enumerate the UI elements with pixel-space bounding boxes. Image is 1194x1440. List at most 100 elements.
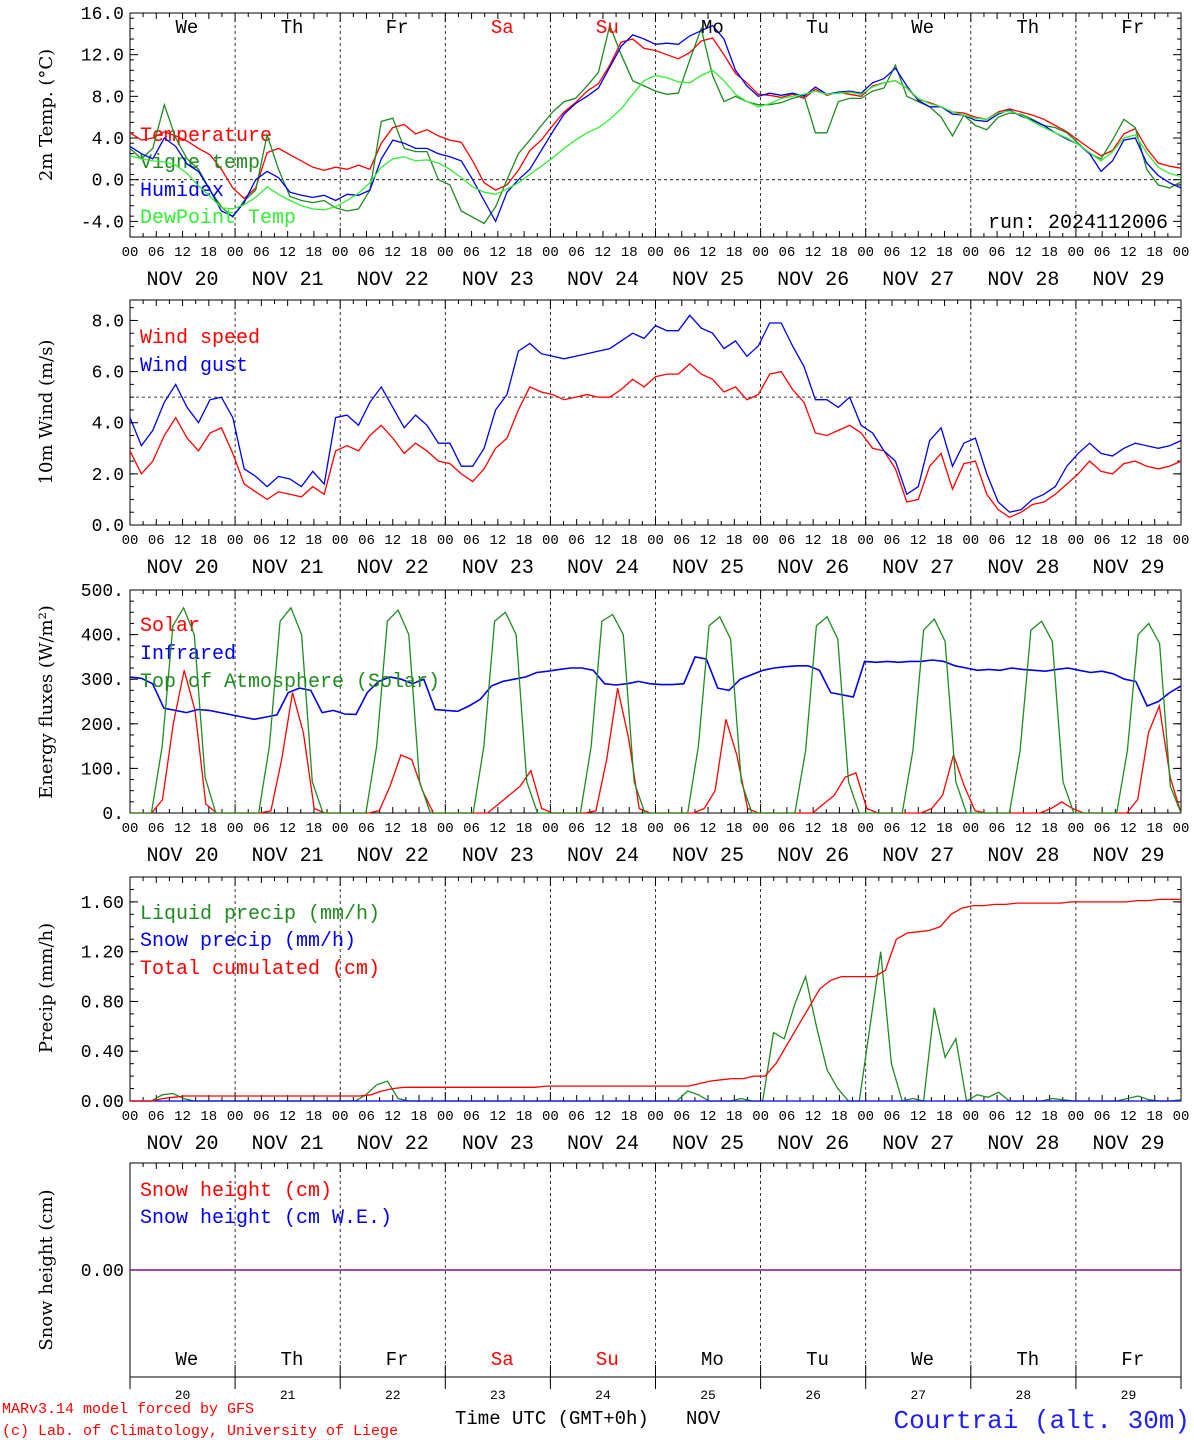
hour-tick-label: 00 bbox=[962, 245, 979, 261]
hour-tick-label: 18 bbox=[1146, 821, 1163, 837]
hour-tick-label: 18 bbox=[726, 245, 743, 261]
hour-tick-label: 00 bbox=[647, 245, 664, 261]
hour-tick-label: 06 bbox=[148, 1109, 165, 1125]
y-tick-label: 0.0 bbox=[92, 517, 124, 537]
y-axis-label: Snow height (cm) bbox=[36, 1189, 57, 1350]
hour-tick-label: 00 bbox=[1173, 821, 1190, 837]
panel-snow: 0.00 Snow height (cm) Snow height (cm) Snow… bbox=[36, 1162, 1182, 1403]
weekday-label: Fr bbox=[386, 1349, 409, 1371]
day-label: NOV 22 bbox=[357, 557, 429, 580]
panel-energy: 500. 400. 300. 200. 100. 0. Energy fluxes (W/m… bbox=[36, 582, 1189, 868]
hour-tick-label: 18 bbox=[831, 245, 848, 261]
day-label: NOV 25 bbox=[672, 269, 744, 292]
legend-entry: Snow height (cm) bbox=[140, 1180, 332, 1203]
day-label: NOV 28 bbox=[987, 557, 1059, 580]
hour-tick-label: 18 bbox=[621, 1109, 638, 1125]
day-number-label: 21 bbox=[280, 1388, 296, 1403]
day-label: NOV 21 bbox=[252, 1133, 324, 1156]
hour-tick-label: 18 bbox=[306, 821, 323, 837]
hour-tick-label: 12 bbox=[489, 1109, 506, 1125]
hour-tick-label: 06 bbox=[1094, 821, 1111, 837]
hour-tick-label: 06 bbox=[568, 1109, 585, 1125]
hour-tick-label: 00 bbox=[647, 821, 664, 837]
hour-tick-label: 00 bbox=[437, 533, 454, 549]
station-label: Courtrai (alt. 30m) bbox=[894, 1406, 1190, 1436]
weekday-label: Mo bbox=[701, 17, 724, 39]
hour-tick-label: 06 bbox=[463, 533, 480, 549]
legend-entry: Wind speed bbox=[140, 327, 260, 350]
hour-tick-label: 06 bbox=[463, 1109, 480, 1125]
legend-entry: DewPoint Temp bbox=[140, 207, 296, 230]
hour-tick-label: 06 bbox=[253, 533, 270, 549]
day-label: NOV 26 bbox=[777, 269, 849, 292]
hour-tick-label: 06 bbox=[148, 821, 165, 837]
hour-tick-label: 18 bbox=[1146, 1109, 1163, 1125]
hour-tick-label: 00 bbox=[122, 1109, 139, 1125]
hour-tick-label: 18 bbox=[726, 821, 743, 837]
hour-tick-label: 18 bbox=[831, 533, 848, 549]
hour-tick-label: 12 bbox=[384, 821, 401, 837]
y-tick-label: 0.00 bbox=[81, 1093, 124, 1113]
weekday-label: Sa bbox=[491, 1349, 514, 1371]
day-label: NOV 29 bbox=[1092, 557, 1164, 580]
hour-tick-label: 06 bbox=[148, 533, 165, 549]
hour-tick-label: 18 bbox=[411, 245, 428, 261]
day-label: NOV 27 bbox=[882, 269, 954, 292]
panel-precip: 1.60 1.20 0.80 0.40 0.00 Precip (mm/h) Liquid … bbox=[36, 876, 1190, 1156]
hour-tick-label: 06 bbox=[778, 821, 795, 837]
y-tick-label: 8.0 bbox=[92, 312, 124, 332]
hour-tick-label: 06 bbox=[358, 245, 375, 261]
y-tick-label: 0. bbox=[102, 805, 124, 825]
hour-tick-label: 00 bbox=[1173, 1109, 1190, 1125]
y-axis-label: 10m Wind (m/s) bbox=[36, 340, 57, 485]
hour-tick-label: 00 bbox=[752, 821, 769, 837]
hour-tick-label: 06 bbox=[673, 533, 690, 549]
hour-tick-label: 06 bbox=[989, 533, 1006, 549]
hour-tick-label: 12 bbox=[1120, 245, 1137, 261]
hour-tick-label: 06 bbox=[568, 533, 585, 549]
hour-tick-label: 12 bbox=[805, 245, 822, 261]
hour-tick-label: 06 bbox=[989, 1109, 1006, 1125]
series-line-vigne-temp bbox=[129, 23, 1182, 225]
hour-tick-label: 00 bbox=[752, 245, 769, 261]
day-label: NOV 28 bbox=[987, 1133, 1059, 1156]
day-label: NOV 22 bbox=[357, 269, 429, 292]
day-label: NOV 22 bbox=[357, 1133, 429, 1156]
y-tick-label: 0.80 bbox=[81, 993, 124, 1013]
hour-tick-label: 06 bbox=[1094, 533, 1111, 549]
plot-frame bbox=[129, 589, 1182, 814]
plot-frame bbox=[129, 12, 1182, 238]
y-axis-label: Precip (mm/h) bbox=[36, 923, 57, 1053]
day-number-label: 27 bbox=[910, 1388, 926, 1403]
hour-tick-label: 18 bbox=[516, 533, 533, 549]
hour-tick-label: 06 bbox=[463, 821, 480, 837]
hour-tick-label: 06 bbox=[884, 533, 901, 549]
y-tick-label: 0.0 bbox=[92, 172, 124, 192]
hour-tick-label: 12 bbox=[489, 245, 506, 261]
day-label: NOV 27 bbox=[882, 845, 954, 868]
hour-tick-label: 00 bbox=[1173, 245, 1190, 261]
hour-tick-label: 00 bbox=[122, 533, 139, 549]
hour-tick-label: 00 bbox=[542, 821, 559, 837]
hour-tick-label: 12 bbox=[700, 245, 717, 261]
run-label: run: 2024112006 bbox=[988, 212, 1168, 235]
hour-tick-label: 18 bbox=[200, 1109, 217, 1125]
day-label: NOV 20 bbox=[147, 557, 219, 580]
hour-tick-label: 18 bbox=[200, 533, 217, 549]
y-tick-label: 4.0 bbox=[92, 415, 124, 435]
hour-tick-label: 18 bbox=[831, 821, 848, 837]
hour-tick-label: 18 bbox=[936, 1109, 953, 1125]
hour-tick-label: 00 bbox=[122, 821, 139, 837]
day-label: NOV 26 bbox=[777, 1133, 849, 1156]
hour-tick-label: 18 bbox=[1041, 245, 1058, 261]
hour-tick-label: 12 bbox=[805, 1109, 822, 1125]
day-number-label: 29 bbox=[1121, 1388, 1137, 1403]
weekday-label: Th bbox=[1016, 1349, 1039, 1371]
hour-tick-label: 00 bbox=[227, 533, 244, 549]
hour-tick-label: 06 bbox=[1094, 1109, 1111, 1125]
weekday-label: Tu bbox=[806, 1349, 829, 1371]
hour-tick-label: 12 bbox=[595, 1109, 612, 1125]
day-label: NOV 23 bbox=[462, 1133, 534, 1156]
weekday-label: Sa bbox=[491, 17, 514, 39]
hour-tick-label: 12 bbox=[279, 821, 296, 837]
